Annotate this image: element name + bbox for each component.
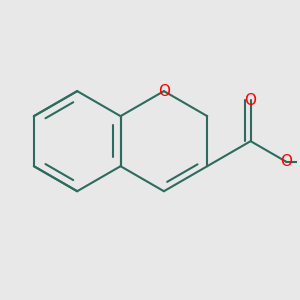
Text: O: O (280, 154, 292, 169)
Text: O: O (158, 84, 170, 99)
Text: O: O (244, 93, 256, 108)
